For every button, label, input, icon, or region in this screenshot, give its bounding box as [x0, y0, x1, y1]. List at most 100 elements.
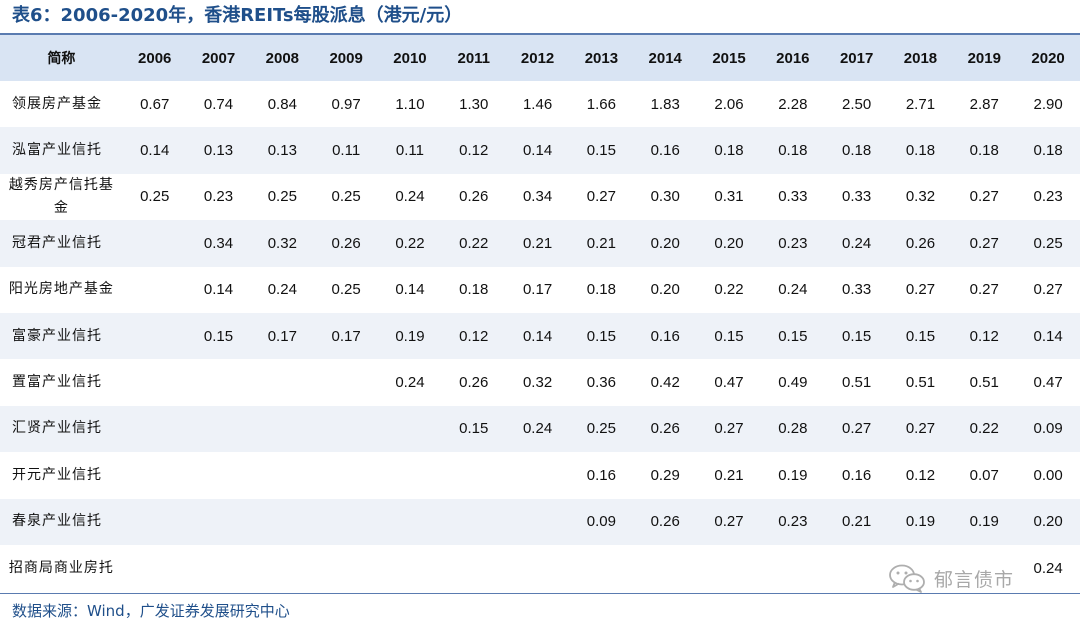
- dividend-value-cell: 0.51: [905, 374, 936, 392]
- header-year-cell: 2007: [201, 49, 236, 67]
- dividend-value-cell: 0.19: [778, 466, 808, 484]
- table-row: 春泉产业信托 0.09 0.26 0.27 0.23 0.21 0.19 0.19 0.20: [0, 498, 1080, 545]
- header-year-cell: 2019: [967, 49, 1001, 67]
- dividend-value-cell: 0.14: [522, 142, 553, 160]
- dividend-value-cell: 0.22: [459, 234, 489, 252]
- dividend-value-cell: 0.27: [969, 234, 999, 252]
- dividend-value-cell: 0.97: [331, 95, 361, 113]
- dividend-value-cell: 2.28: [778, 95, 808, 113]
- dividend-value-cell: 0.24: [1033, 559, 1063, 577]
- dividend-value-cell: 1.66: [586, 95, 616, 113]
- dividend-value-cell: 0.11: [395, 142, 424, 160]
- dividend-value-cell: 0.20: [650, 234, 680, 252]
- dividend-value-cell: 0.25: [586, 420, 616, 438]
- dividend-value-cell: 0.26: [650, 420, 680, 438]
- dividend-value-cell: [314, 499, 378, 545]
- header-year-cell: 2009: [329, 49, 363, 67]
- table-row: 冠君产业信托 0.34 0.32 0.26 0.22 0.22 0.21 0.21 0.20 0.…: [0, 220, 1080, 267]
- dividend-value-cell: 0.34: [522, 188, 553, 206]
- dividend-value-cell: 0.28: [778, 420, 808, 438]
- dividend-value-cell: 0.18: [842, 142, 872, 160]
- dividend-value-cell: 0.27: [714, 513, 744, 531]
- reit-name-cell: 冠君产业信托: [12, 234, 102, 251]
- dividend-value-cell: [123, 220, 187, 266]
- dividend-value-cell: [506, 499, 570, 545]
- dividend-value-cell: 0.16: [650, 142, 680, 160]
- reit-name-cell: 开元产业信托: [12, 466, 102, 483]
- dividend-value-cell: 0.23: [778, 234, 808, 252]
- dividend-value-cell: [123, 406, 187, 452]
- dividend-value-cell: 0.23: [203, 188, 234, 206]
- dividend-value-cell: 0.15: [905, 327, 936, 345]
- reit-name-cell: 领展房产基金: [12, 95, 102, 112]
- dividend-value-cell: 0.21: [522, 234, 553, 252]
- dividend-value-cell: 0.25: [267, 188, 297, 206]
- dividend-value-cell: 0.18: [969, 142, 999, 160]
- dividend-value-cell: 0.18: [586, 281, 616, 299]
- dividend-value-cell: 0.12: [969, 327, 999, 345]
- dividend-value-cell: 0.17: [522, 281, 553, 299]
- dividend-value-cell: [187, 359, 251, 405]
- dividend-value-cell: 0.17: [331, 327, 361, 345]
- dividend-value-cell: 0.51: [842, 374, 872, 392]
- dividend-value-cell: 2.06: [714, 95, 744, 113]
- dividend-value-cell: 0.14: [1033, 327, 1063, 345]
- dividend-value-cell: 0.09: [1033, 420, 1063, 438]
- dividend-value-cell: [761, 545, 825, 591]
- table-header-row: 简称 2006 2007 2008 2009 2010 2011 2012 2013 2014 20…: [0, 35, 1080, 81]
- dividend-value-cell: 0.27: [905, 281, 936, 299]
- dividend-value-cell: [825, 545, 889, 591]
- dividend-value-cell: 0.20: [1033, 513, 1063, 531]
- reit-name-cell: 富豪产业信托: [12, 327, 102, 344]
- dividend-value-cell: 0.27: [714, 420, 744, 438]
- header-year-cell: 2006: [138, 49, 172, 67]
- dividend-value-cell: 1.83: [650, 95, 680, 113]
- watermark-text: 郁言债市: [934, 568, 1015, 591]
- dividend-value-cell: [250, 359, 314, 405]
- table-row: 开元产业信托 0.16 0.29 0.21 0.19 0.16 0.12 0.07 0.00: [0, 452, 1080, 498]
- dividend-value-cell: 0.18: [905, 142, 936, 160]
- dividend-value-cell: 0.47: [1033, 374, 1063, 392]
- dividend-value-cell: 0.18: [778, 142, 808, 160]
- dividend-value-cell: 0.26: [459, 188, 489, 206]
- header-year-cell: 2020: [1031, 49, 1065, 67]
- table-row: 阳光房地产基金 0.14 0.24 0.25 0.14 0.18 0.17 0.18 0.20 0…: [0, 267, 1080, 313]
- dividend-value-cell: 0.12: [459, 327, 489, 345]
- table-row: 领展房产基金 0.67 0.74 0.84 0.97 1.10 1.30 1.46 1.66 1.…: [0, 81, 1080, 127]
- dividend-value-cell: [187, 545, 251, 591]
- header-year-cell: 2017: [839, 49, 874, 67]
- dividend-value-cell: 0.25: [140, 188, 170, 206]
- dividend-value-cell: 0.07: [969, 466, 999, 484]
- dividend-value-cell: 0.33: [778, 188, 808, 206]
- header-year-cell: 2014: [648, 49, 682, 67]
- dividend-value-cell: 0.27: [905, 420, 936, 438]
- dividend-value-cell: 0.47: [714, 374, 744, 392]
- header-year-cell: 2018: [903, 49, 938, 67]
- dividend-value-cell: [123, 267, 187, 313]
- dividend-value-cell: 0.21: [714, 466, 744, 484]
- table-row: 富豪产业信托 0.15 0.17 0.17 0.19 0.12 0.14 0.15 0.16 0.…: [0, 312, 1080, 360]
- dividend-value-cell: 0.27: [1033, 281, 1063, 299]
- table-title: 表6：2006-2020年，香港REITs每股派息（港元/元）: [12, 5, 463, 26]
- dividend-value-cell: 0.16: [586, 466, 616, 484]
- dividend-value-cell: 0.26: [331, 234, 361, 252]
- table-row: 置富产业信托 0.24 0.26 0.32 0.36 0.42 0.47 0.49 0.51 0.…: [0, 359, 1080, 405]
- dividend-value-cell: 0.21: [842, 513, 872, 531]
- dividend-value-cell: [187, 499, 251, 545]
- dividend-value-cell: 0.23: [778, 513, 808, 531]
- dividend-value-cell: 0.32: [905, 188, 936, 206]
- dividend-value-cell: 0.22: [714, 281, 744, 299]
- dividend-value-cell: [250, 545, 314, 591]
- header-year-cell: 2015: [712, 49, 746, 67]
- table-row: 汇贤产业信托 0.15 0.24 0.25 0.26 0.27 0.28 0.27 0.27 0.…: [0, 405, 1080, 453]
- dividend-value-cell: 2.87: [969, 95, 999, 113]
- header-year-cell: 2012: [520, 49, 555, 67]
- dividend-value-cell: 0.21: [586, 234, 616, 252]
- dividend-value-cell: 0.15: [203, 327, 234, 345]
- dividend-value-cell: 0.12: [905, 466, 936, 484]
- reit-name-cell: 泓富产业信托: [12, 142, 102, 159]
- dividend-value-cell: [250, 499, 314, 545]
- dividend-value-cell: 0.15: [586, 142, 616, 160]
- dividend-value-cell: 0.27: [842, 420, 872, 438]
- header-year-cell: 2011: [457, 49, 491, 67]
